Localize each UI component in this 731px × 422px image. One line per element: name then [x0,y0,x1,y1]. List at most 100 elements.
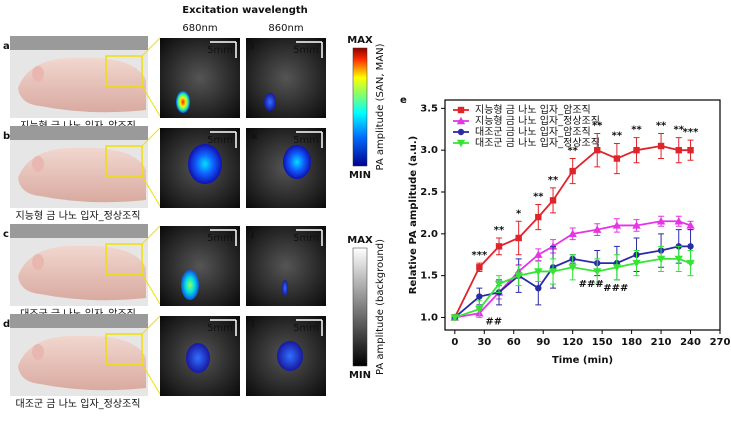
data-point [476,293,483,300]
colorbar-max: MAX [347,235,373,246]
significance-label: ** [548,175,559,186]
pa-signal [181,270,199,300]
mouse-ear [32,156,44,172]
data-point [568,264,577,272]
x-tick-label: 90 [536,337,550,348]
y-tick-label: 1.0 [420,312,438,323]
data-point [475,305,484,314]
data-point [494,280,504,289]
colorbar-min: MIN [349,370,371,381]
scale-label: 5mm [293,323,319,334]
mouse-ear [32,66,44,82]
data-point [549,197,557,204]
pa-image [160,226,240,306]
data-point [674,255,683,264]
y-tick-label: 2.5 [420,187,438,198]
roi-connector [141,37,161,57]
colorbar-label: PA amplitude (background) [375,239,386,375]
x-tick-label: 120 [562,337,583,348]
significance-label: ** [674,125,685,136]
pa-signal [176,91,190,113]
data-point [457,106,465,114]
row-label: b [3,131,10,142]
data-point [675,146,682,154]
data-point [548,268,558,276]
data-point [515,234,522,242]
data-point [612,221,622,229]
data-point [687,146,694,154]
image-label: k [251,131,258,142]
data-point [656,255,666,264]
scale-label: 5mm [207,233,233,244]
mouse-ear [32,344,44,360]
data-point [535,284,542,292]
data-point [514,272,523,280]
data-point [457,128,465,136]
x-tick-label: 210 [651,337,672,348]
hash-label: ### [579,279,604,290]
pa-signal [277,341,303,371]
scale-label: 5mm [207,135,233,146]
image-label: j [250,229,254,240]
scale-label: 5mm [207,323,233,334]
chart: e 0 30 60 90 120 150 180 210 240 270 1.0 1.5 2.0 2.5 3.… [400,95,730,366]
row-label: d [3,319,10,330]
legend-label: 지능형 금 나노 입자_암조직 [475,103,591,116]
roi-box [105,145,143,177]
legend-label: 대조군 금 나노 입자_암조직 [475,125,591,138]
pa-signal [188,144,222,184]
pa-signal [264,93,276,111]
significance-label: ** [494,225,505,236]
colorbar-label: PA amplitude (SAN, MAN) [375,43,386,170]
significance-label: ** [631,125,642,136]
significance-label: *** [683,127,699,138]
data-point [456,116,466,125]
hash-label: ### [603,283,628,294]
data-point [569,167,576,175]
roi-box [105,333,143,365]
roi-connector [141,175,161,207]
data-point [686,221,695,229]
row-caption: 지능형 금 나노 입자_정상조직 [16,209,141,222]
significance-label: ** [612,130,623,141]
column-label: 860nm [268,23,303,34]
row-label: a [3,41,10,52]
pa-signal [186,343,210,373]
data-point [686,259,695,268]
data-point [568,229,577,238]
y-tick-label: 1.5 [420,271,438,282]
row-caption: 대조군 금 나노 입자_정상조직 [16,397,141,410]
mouse [18,335,146,391]
hash-label: ## [485,316,502,327]
roi-connector [141,273,161,305]
data-point [593,225,602,233]
x-tick-label: 60 [507,337,521,348]
pa-image [160,38,240,118]
column-header: Excitation wavelength [182,5,308,16]
data-point [495,243,503,250]
significance-label: ** [592,120,603,131]
legend-label: 대조군 금 나노 입자_정상조직 [475,136,600,149]
y-tick-label: 3.0 [420,145,438,156]
data-point [476,264,483,271]
data-point [633,146,640,154]
data-point [674,217,683,225]
photo-top [10,36,148,50]
mouse [18,245,146,301]
roi-connector [141,85,161,117]
image-label: i [251,41,254,52]
data-point [612,264,622,272]
plot-frame [444,99,721,331]
data-point [657,142,665,150]
y-tick-label: 3.5 [420,103,438,114]
pa-image [246,38,326,118]
data-point [594,146,601,154]
y-tick-label: 2.0 [420,229,438,240]
significance-label: ** [533,192,544,203]
photo-top [10,126,148,140]
significance-label: *** [472,250,488,261]
mouse [18,147,146,203]
roi-connector [141,225,161,245]
data-point [534,268,543,276]
